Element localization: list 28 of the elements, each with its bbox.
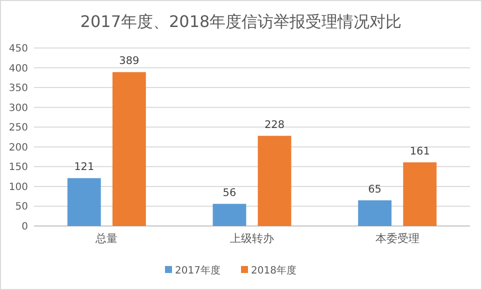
y-tick-label: 350	[8, 83, 28, 94]
legend-label: 2018年度	[251, 264, 296, 276]
y-tick-label: 300	[8, 102, 28, 114]
legend-label: 2017年度	[175, 264, 220, 276]
bar	[112, 72, 146, 226]
y-tick-label: 150	[8, 162, 28, 174]
x-tick-label: 本委受理	[375, 232, 420, 245]
data-label: 389	[119, 55, 140, 68]
bar	[67, 178, 101, 226]
data-label: 121	[74, 161, 94, 174]
chart-title: 2017年度、2018年度信访举报受理情况对比	[80, 12, 402, 31]
y-tick-label: 0	[22, 222, 28, 232]
x-tick-label: 总量	[94, 232, 118, 245]
y-tick-label: 250	[8, 122, 28, 134]
bar	[212, 204, 246, 226]
y-tick-label: 400	[8, 63, 28, 74]
y-tick-label: 450	[8, 44, 28, 54]
data-label: 228	[264, 118, 285, 131]
y-tick-label: 50	[15, 202, 28, 213]
bar	[258, 136, 292, 226]
bar	[358, 200, 392, 226]
data-label: 161	[410, 145, 430, 158]
data-label: 56	[222, 186, 236, 199]
x-tick-label: 上级转办	[230, 232, 274, 245]
data-label: 65	[368, 183, 382, 196]
bar	[403, 162, 437, 226]
y-tick-label: 200	[8, 142, 28, 154]
y-tick-label: 100	[8, 182, 28, 193]
